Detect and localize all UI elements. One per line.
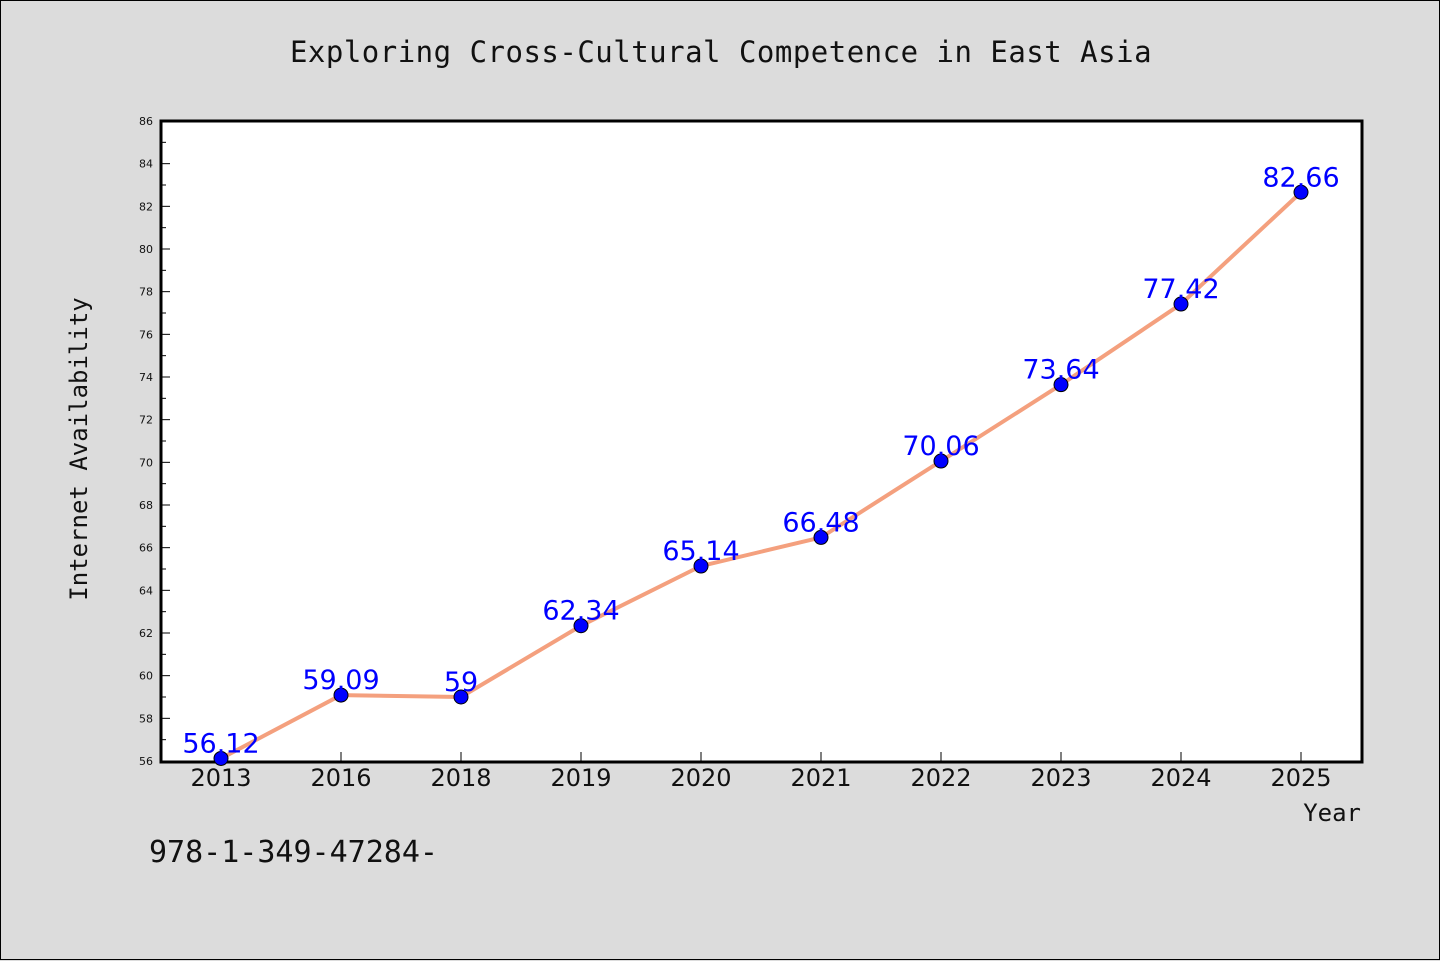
- y-tick-label: 74: [139, 371, 153, 384]
- data-point: [1293, 184, 1309, 200]
- y-tick-label: 82: [139, 200, 153, 213]
- x-tick-label: 2016: [310, 764, 371, 792]
- x-tick-label: 2025: [1270, 764, 1331, 792]
- x-tick-label: 2019: [550, 764, 611, 792]
- x-tick-label: 2013: [190, 764, 251, 792]
- data-label: 59: [444, 667, 478, 698]
- y-tick-label: 60: [139, 670, 153, 683]
- y-tick-label: 84: [139, 158, 153, 171]
- y-tick-label: 68: [139, 499, 153, 512]
- data-label: 66.48: [782, 507, 859, 538]
- y-tick-label: 66: [139, 542, 153, 555]
- data-label: 77.42: [1142, 274, 1219, 305]
- series-line-group: [219, 190, 1303, 761]
- y-tick-label: 62: [139, 627, 153, 640]
- y-tick-label: 58: [139, 712, 153, 725]
- series-line: [219, 190, 1303, 761]
- data-point: [573, 618, 589, 634]
- x-tick-label: 2024: [1150, 764, 1211, 792]
- data-point: [813, 529, 829, 545]
- x-tick-label: 2022: [910, 764, 971, 792]
- y-axis: 56 58 60 62 64 66 68 70 72 74 76 78 80 82 84 86: [139, 115, 170, 768]
- y-axis-label: Internet Availability: [65, 297, 93, 600]
- data-label: 59.09: [302, 665, 379, 696]
- y-tick-label: 70: [139, 456, 153, 469]
- plot-area: [159, 119, 1364, 764]
- x-tick-label: 2021: [790, 764, 851, 792]
- y-tick-label: 86: [139, 115, 153, 128]
- y-tick-label: 72: [139, 414, 153, 427]
- y-tick-label: 64: [139, 584, 153, 597]
- y-tick-label: 78: [139, 286, 153, 299]
- data-point: [1173, 296, 1189, 312]
- y-tick-label: 80: [139, 243, 153, 256]
- data-point: [693, 558, 709, 574]
- x-tick-label: 2023: [1030, 764, 1091, 792]
- data-label: 65.14: [662, 536, 739, 567]
- x-tick-label: 2018: [430, 764, 491, 792]
- y-tick-label: 76: [139, 328, 153, 341]
- x-tick-label: 2020: [670, 764, 731, 792]
- data-point: [453, 689, 469, 705]
- data-label: 82.66: [1262, 162, 1339, 193]
- x-axis: 2013 2016 2018 2019 2020 2021 2022 2023 2024 2025: [190, 752, 1332, 792]
- data-point: [333, 687, 349, 703]
- y-tick-label: 56: [139, 755, 153, 768]
- x-axis-label: Year: [1303, 799, 1361, 827]
- chart-title: Exploring Cross-Cultural Competence in E…: [289, 35, 1153, 69]
- footer-code: 978-1-349-47284-: [149, 835, 438, 870]
- data-point: [933, 453, 949, 469]
- data-label-group: 56.12 59.09 59 62.34 65.14 66.48 70.06 73.64 77.…: [182, 162, 1339, 759]
- data-label: 73.64: [1022, 355, 1099, 386]
- data-point: [1053, 377, 1069, 393]
- data-label: 56.12: [182, 728, 259, 759]
- data-label: 62.34: [542, 596, 619, 627]
- data-marker-group: [213, 184, 1309, 766]
- data-point: [213, 750, 229, 766]
- data-label: 70.06: [902, 431, 979, 462]
